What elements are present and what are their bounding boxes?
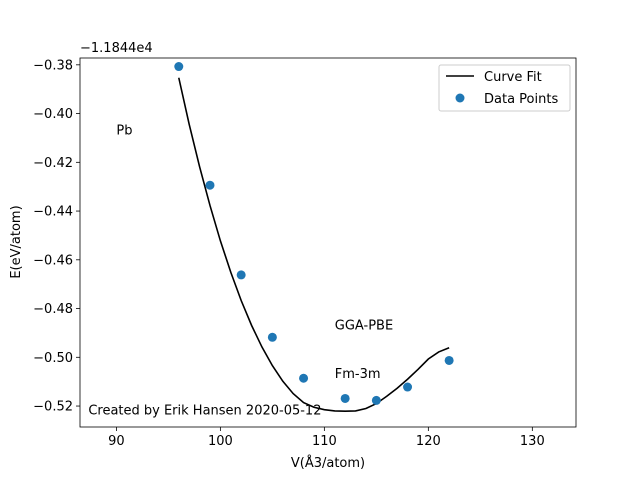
legend-label-data-points: Data Points [484, 92, 558, 107]
x-tick-label: 110 [312, 434, 337, 449]
legend-marker-swatch [455, 93, 465, 103]
curve-fit-line [177, 77, 450, 412]
y-offset-text: −1.1844e4 [80, 41, 153, 56]
y-tick-label: −0.44 [33, 205, 73, 220]
y-tick-label: −0.38 [33, 58, 73, 73]
annotation-text: Pb [116, 123, 132, 138]
x-tick-label: 130 [520, 434, 545, 449]
data-point [371, 395, 381, 405]
annotations: Pb GGA-PBE Fm-3m Created by Erik Hansen 202… [88, 123, 393, 418]
y-tick-label: −0.40 [33, 107, 73, 122]
data-point [444, 355, 454, 365]
data-point [340, 393, 350, 403]
y-tick-label: −0.46 [33, 253, 73, 268]
plot-frame [79, 57, 577, 428]
y-tick-label: −0.52 [33, 400, 73, 415]
data-point [403, 382, 413, 392]
x-axis-label: V(Å3/atom) [291, 455, 365, 471]
y-axis-label: E(eV/atom) [9, 205, 24, 278]
annotation-text: GGA-PBE [335, 318, 393, 333]
x-tick-label: 120 [416, 434, 441, 449]
chart-marks [174, 62, 454, 412]
data-point [174, 62, 184, 72]
y-tick-label: −0.42 [33, 156, 73, 171]
data-point [267, 332, 277, 342]
plot-area [80, 58, 576, 427]
data-point [299, 373, 309, 383]
data-point [236, 270, 246, 280]
axis-ticks: 90 100 110 120 130 −0.38 −0.40 −0.42 −0.44 −0.46 −… [33, 58, 545, 449]
annotation-text: Fm-3m [335, 367, 381, 382]
y-tick-label: −0.50 [33, 351, 73, 366]
x-tick-label: 100 [208, 434, 233, 449]
legend: Curve Fit Data Points [438, 64, 571, 112]
legend-label-curve-fit: Curve Fit [484, 70, 542, 85]
data-point [205, 180, 215, 190]
y-tick-label: −0.48 [33, 302, 73, 317]
annotation-text: Created by Erik Hansen 2020-05-12 [88, 404, 321, 419]
x-tick-label: 90 [108, 434, 125, 449]
